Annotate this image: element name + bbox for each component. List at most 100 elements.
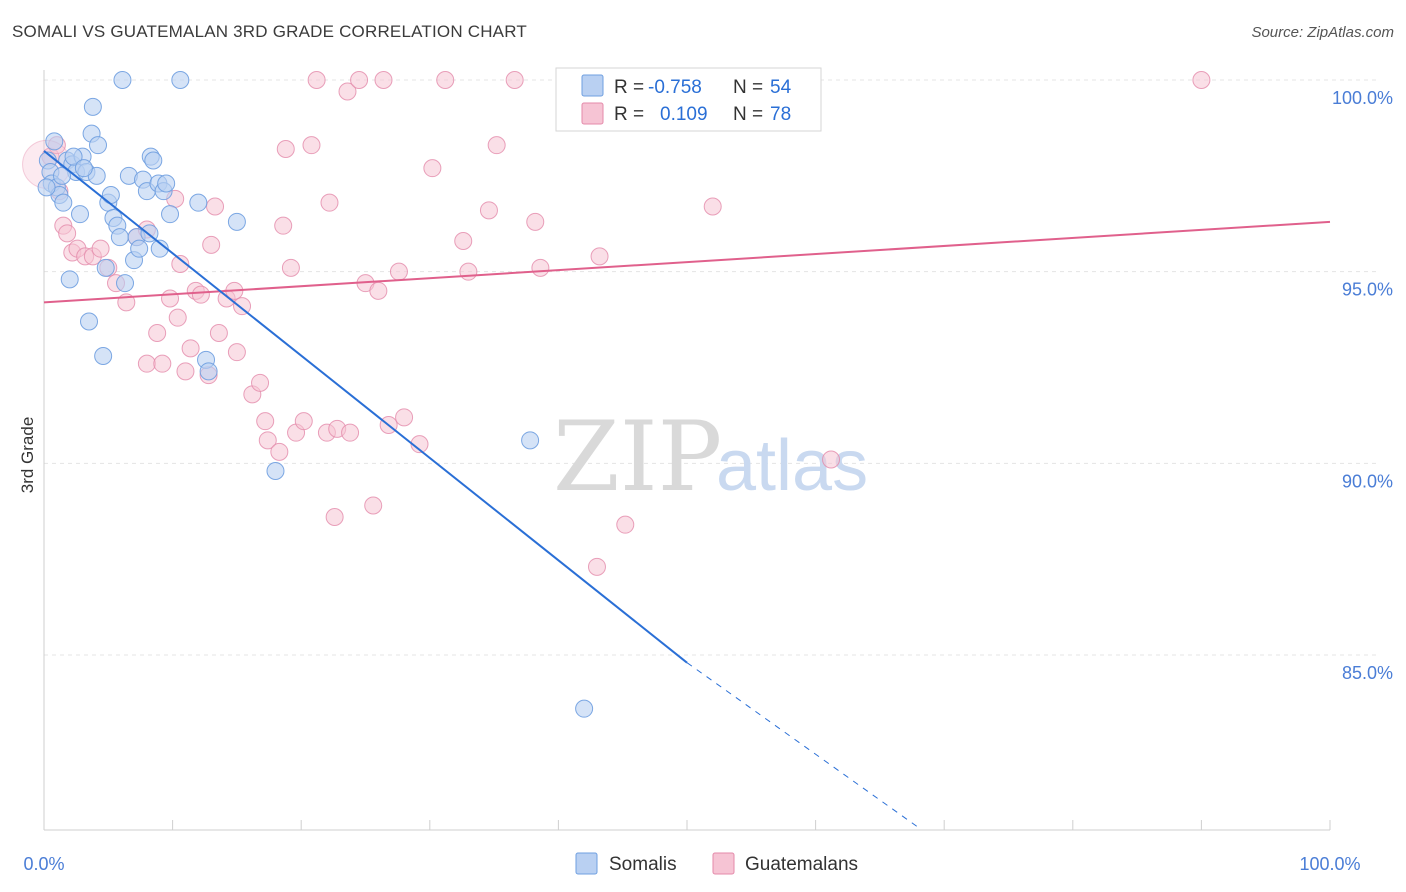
guatemalan-point xyxy=(374,71,393,89)
guatemalan-point xyxy=(148,324,167,342)
guatemalan-point xyxy=(209,324,228,342)
guatemalan-point xyxy=(487,136,506,155)
legend-swatch-somalis xyxy=(581,74,604,97)
guatemalan-point xyxy=(206,197,225,216)
legend-n-label-somalis: N = xyxy=(733,77,763,98)
guatemalan-point xyxy=(320,193,339,212)
guatemalan-point xyxy=(369,281,388,300)
somali-point xyxy=(94,347,113,365)
guatemalan-point xyxy=(364,496,383,515)
y-tick-label: 100.0% xyxy=(1332,88,1393,108)
somali-point xyxy=(71,205,90,224)
guatemalan-point xyxy=(91,239,110,258)
guatemalan-point xyxy=(395,408,414,427)
x-axis-ticks xyxy=(43,820,1331,830)
guatemalan-point xyxy=(436,71,455,89)
somali-point xyxy=(80,312,99,331)
guatemalan-point xyxy=(350,71,369,89)
trend-lines xyxy=(43,150,1331,828)
somali-point xyxy=(171,71,190,89)
guatemalan-point xyxy=(256,412,275,431)
chart-title: SOMALI VS GUATEMALAN 3RD GRADE CORRELATI… xyxy=(12,22,527,41)
guatemalan-point xyxy=(281,258,300,277)
y-tick-label: 95.0% xyxy=(1342,280,1393,300)
guatemalan-point xyxy=(153,354,172,373)
guatemalan-point xyxy=(338,82,357,101)
legend-r-value-somalis: -0.758 xyxy=(648,77,702,98)
legend-n-value-guatemalans: 78 xyxy=(770,104,791,125)
legend-swatch-guatemalans xyxy=(581,102,604,125)
guatemalan-point xyxy=(616,515,635,534)
guatemalan-point xyxy=(423,159,442,178)
guatemalan-point xyxy=(161,289,180,308)
legend-n-label-guatemalans: N = xyxy=(733,104,763,125)
guatemalan-point xyxy=(526,212,545,231)
guatemalan-point xyxy=(479,201,498,220)
somali-point xyxy=(130,239,149,258)
x-tick-label-min: 0.0% xyxy=(23,854,64,874)
watermark-zip: ZIP xyxy=(553,401,722,513)
x-tick-label-max: 100.0% xyxy=(1299,854,1360,874)
guatemalan-point xyxy=(389,262,408,281)
somali-point xyxy=(575,699,594,718)
guatemalans-trend-line xyxy=(43,220,1331,304)
legend-r-value-guatemalans: 0.109 xyxy=(660,104,708,125)
somali-point xyxy=(74,159,93,178)
somali-point xyxy=(227,212,246,231)
guatemalan-point xyxy=(202,235,221,254)
y-tick-label: 90.0% xyxy=(1342,471,1393,491)
guatemalan-point xyxy=(276,140,295,158)
somali-point xyxy=(521,431,540,450)
guatemalan-point xyxy=(176,362,195,381)
correlation-legend: R = -0.758 N = 54 R = 0.109 N = 78 xyxy=(555,67,822,132)
guatemalan-point xyxy=(258,431,277,450)
guatemalan-point xyxy=(1192,71,1211,89)
guatemalan-point xyxy=(168,308,187,327)
guatemalan-point xyxy=(137,354,156,373)
somali-point xyxy=(45,132,64,151)
somalis-trend-line xyxy=(43,150,688,664)
somali-point xyxy=(53,166,72,185)
legend-r-label-guatemalans: R = xyxy=(614,104,644,125)
guatemalan-point xyxy=(325,508,344,526)
series-swatch-guatemalans xyxy=(712,852,735,875)
series-label-guatemalans: Guatemalans xyxy=(745,854,858,875)
guatemalan-point xyxy=(822,450,841,469)
somali-point xyxy=(89,136,108,155)
watermark-atlas: atlas xyxy=(716,426,868,506)
guatemalan-point xyxy=(251,373,270,392)
somali-point xyxy=(113,71,132,89)
somali-point xyxy=(266,462,285,480)
y-axis-title: 3rd Grade xyxy=(18,417,37,494)
somali-point xyxy=(189,193,208,212)
guatemalan-point xyxy=(191,285,210,304)
source-label: Source: ZipAtlas.com xyxy=(1251,24,1394,41)
somali-point xyxy=(144,151,163,170)
somali-point xyxy=(83,97,102,116)
guatemalan-point xyxy=(58,224,77,243)
guatemalan-point xyxy=(454,232,473,250)
somali-point xyxy=(64,147,83,166)
guatemalan-point xyxy=(459,262,478,281)
guatemalan-point xyxy=(341,423,360,442)
somali-point xyxy=(54,193,73,212)
grid-lines xyxy=(44,79,1380,656)
somali-point xyxy=(60,270,79,289)
legend-n-value-somalis: 54 xyxy=(770,77,792,98)
somali-point xyxy=(37,178,56,197)
somali-point xyxy=(110,228,129,247)
guatemalan-point xyxy=(274,216,293,235)
series-legend: Somalis Guatemalans xyxy=(575,852,858,875)
guatemalan-point xyxy=(294,412,313,431)
guatemalan-point xyxy=(590,247,609,266)
guatemalan-point xyxy=(307,71,326,89)
series-swatch-somalis xyxy=(575,852,598,875)
somali-point xyxy=(157,174,176,193)
somali-point xyxy=(199,362,218,381)
guatemalan-point xyxy=(531,258,550,277)
somali-point xyxy=(161,205,180,224)
watermark: ZIP atlas xyxy=(553,401,868,513)
somalis-trend-extension xyxy=(686,662,919,828)
somali-point xyxy=(116,274,135,293)
